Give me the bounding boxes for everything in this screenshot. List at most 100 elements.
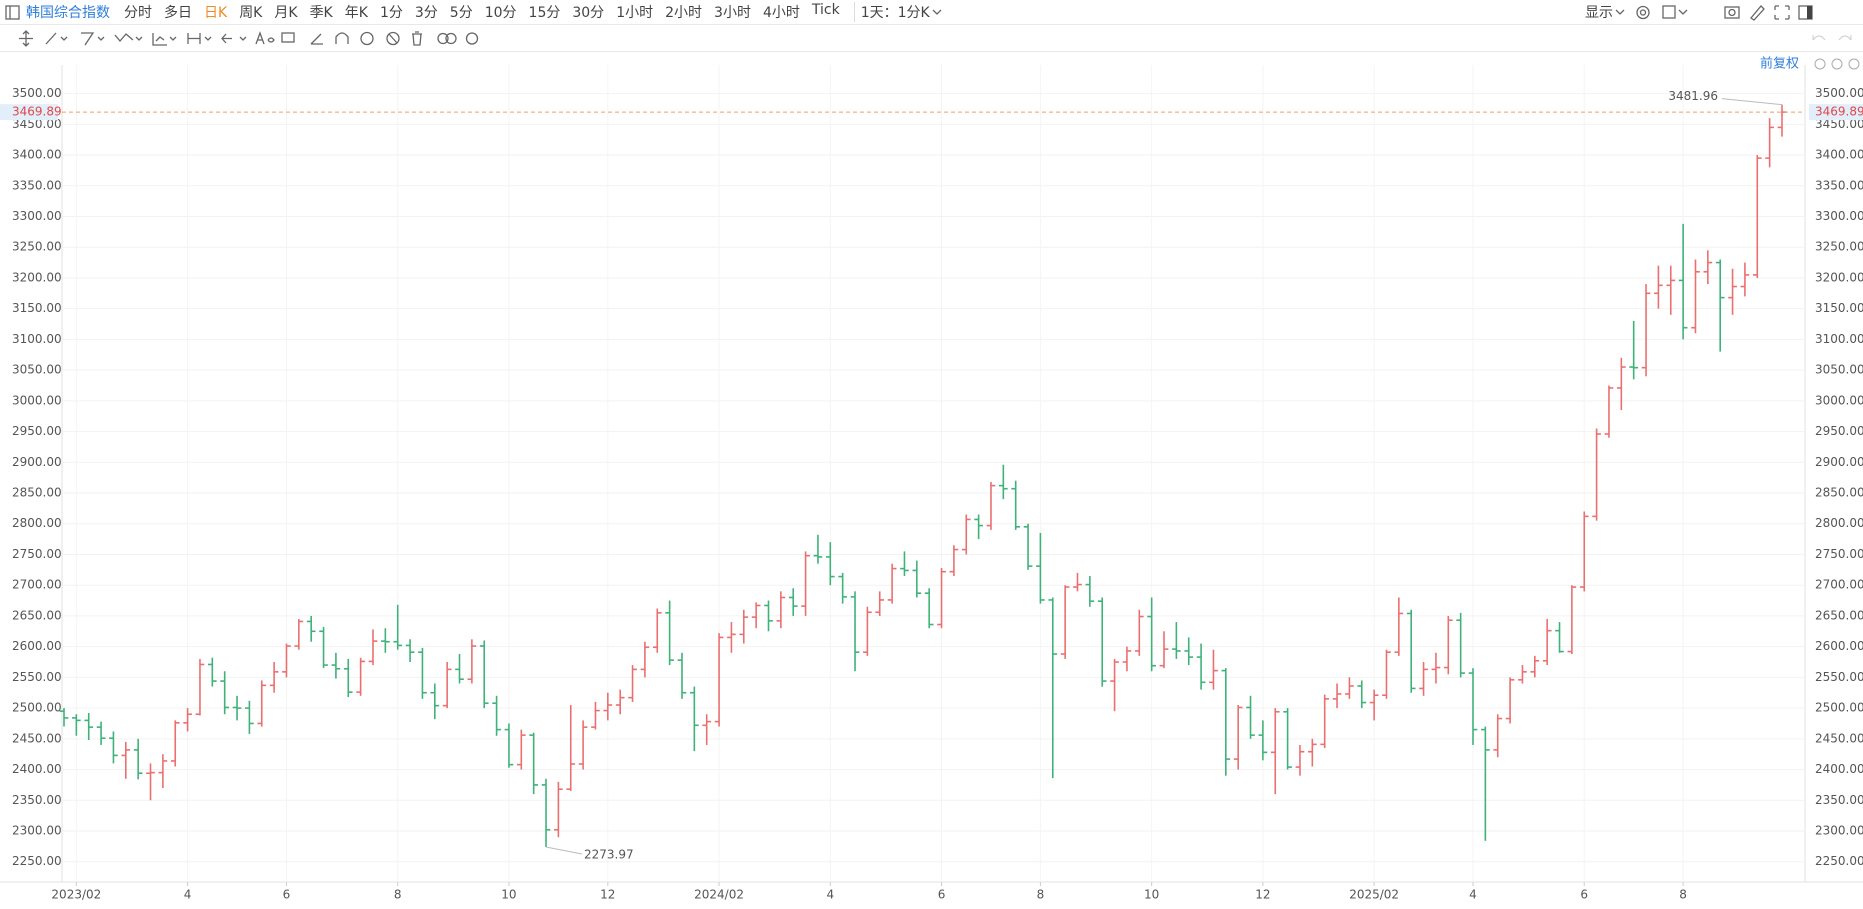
period-option[interactable]: Tick [811, 2, 840, 18]
fullscreen-icon[interactable] [1774, 4, 1790, 20]
ohlc-bar [1481, 726, 1490, 841]
y-tick-label: 2550.00 [1815, 670, 1863, 684]
ohlc-bar [84, 713, 94, 741]
period-option[interactable]: 分时 [124, 5, 152, 21]
y-tick-label: 2450.00 [12, 731, 62, 745]
y-tick-label: 3500.00 [12, 86, 62, 100]
ohlc-bar [1505, 677, 1515, 724]
text-tool[interactable] [255, 30, 275, 44]
line-tool[interactable] [45, 32, 57, 44]
ohlc-bar [974, 514, 983, 540]
ohlc-bar [158, 754, 168, 788]
ohlc-bar [393, 604, 403, 650]
ohlc-bar [1172, 622, 1181, 659]
move-tool[interactable] [19, 29, 33, 47]
adjust-mode[interactable]: 前复权 [1760, 56, 1799, 72]
period-option[interactable]: 4小时 [762, 5, 800, 21]
period-option[interactable]: 周K [239, 5, 263, 21]
y-tick-label: 2600.00 [12, 639, 62, 653]
ohlc-bar [121, 741, 131, 779]
pen-icon[interactable] [1750, 4, 1765, 21]
period-option[interactable]: 3小时 [714, 5, 751, 21]
period-option[interactable]: 多日 [164, 5, 192, 21]
arrow-tool[interactable] [221, 33, 232, 43]
period-option[interactable]: 10分 [484, 5, 517, 21]
max-annotation: 3481.96 [1668, 89, 1718, 103]
period-option[interactable]: 2小时 [665, 5, 703, 21]
drawing-toolbar [0, 25, 1863, 52]
ohlc-bar [986, 481, 996, 530]
ohlc-bar [479, 640, 489, 709]
layout-icon[interactable] [1662, 4, 1676, 19]
y-tick-label: 2600.00 [1815, 639, 1863, 653]
period-list: 分时 多日 日K 周K 月K 季K 年K 1分 3分 5分 10分 15分 30分 1小时 2小时 3小时 4小… [124, 2, 852, 22]
hide-tool[interactable] [386, 31, 400, 45]
ohlc-bar [294, 618, 304, 650]
y-tick-label: 3100.00 [1815, 332, 1863, 346]
period-option[interactable]: 5分 [449, 5, 473, 21]
top-right-icons [1615, 4, 1813, 21]
ohlc-bar [1431, 652, 1441, 684]
pattern-tool[interactable] [114, 32, 134, 42]
ohlc-bar [1073, 572, 1082, 592]
lock-tool[interactable] [360, 31, 374, 45]
display-menu[interactable]: 显示 [1585, 5, 1613, 21]
channel-tool[interactable] [81, 31, 95, 45]
ohlc-bar [269, 662, 279, 693]
panel-toggle[interactable] [0, 0, 26, 25]
ohlc-bar [1678, 223, 1688, 340]
period-option[interactable]: 15分 [528, 5, 561, 21]
x-tick-label: 2025/02 [1349, 888, 1399, 902]
ohlc-bar [541, 778, 551, 847]
compare-tool[interactable] [437, 32, 449, 44]
period-option[interactable]: 3分 [414, 5, 438, 21]
delete-tool[interactable] [412, 30, 422, 46]
period-option[interactable]: 1小时 [616, 5, 654, 21]
last-price-bg [0, 104, 58, 121]
ohlc-bar [1382, 649, 1391, 699]
ohlc-bar [183, 708, 192, 732]
y-tick-label: 3250.00 [1815, 240, 1863, 254]
ohlc-bar [1085, 575, 1095, 607]
ohlc-bar [1159, 631, 1169, 669]
ohlc-bar [195, 658, 205, 716]
y-tick-label: 2750.00 [1815, 547, 1863, 561]
y-tick-label: 2500.00 [12, 701, 62, 715]
drawing-tools [19, 29, 479, 47]
camera-icon[interactable] [1724, 5, 1740, 19]
interval[interactable]: 1天：1分K [853, 2, 930, 22]
ohlc-bar [850, 591, 860, 672]
y-tick-label: 3050.00 [1815, 363, 1863, 377]
magnet-tool[interactable] [335, 31, 349, 44]
ohlc-bar [900, 551, 909, 576]
period-option[interactable]: 年K [344, 5, 368, 21]
y-tick-label: 2250.00 [12, 854, 62, 868]
reset-icon [1814, 58, 1826, 70]
ohlc-bar [1147, 597, 1156, 672]
note-tool[interactable] [281, 31, 295, 43]
ohlc-bar [838, 572, 847, 604]
interval-dropdown[interactable] [930, 0, 944, 25]
period-option[interactable]: 月K [274, 5, 298, 21]
period-option[interactable]: 30分 [572, 5, 605, 21]
period-option[interactable]: 季K [309, 5, 333, 21]
period-option[interactable]: 日K [204, 5, 228, 21]
symbol-name[interactable]: 韩国综合指数 [26, 5, 110, 21]
measure-tool[interactable] [187, 32, 201, 44]
ohlc-bar [1011, 480, 1021, 530]
ohlc-bar [591, 701, 600, 730]
undo[interactable] [1812, 34, 1826, 40]
period-option[interactable]: 1分 [379, 5, 403, 21]
x-tick-label: 2024/02 [694, 888, 744, 902]
ohlc-bar [1308, 738, 1317, 767]
ohlc-bar [1419, 662, 1428, 696]
angle-tool[interactable] [310, 33, 323, 45]
x-tick-label: 4 [1469, 888, 1477, 902]
y-tick-label: 2950.00 [12, 424, 62, 438]
ohlc-bar [529, 732, 538, 795]
settings-icon[interactable] [1636, 5, 1650, 19]
fib-tool[interactable] [152, 32, 167, 46]
redo[interactable] [1838, 34, 1852, 40]
tool-settings[interactable] [465, 31, 479, 45]
